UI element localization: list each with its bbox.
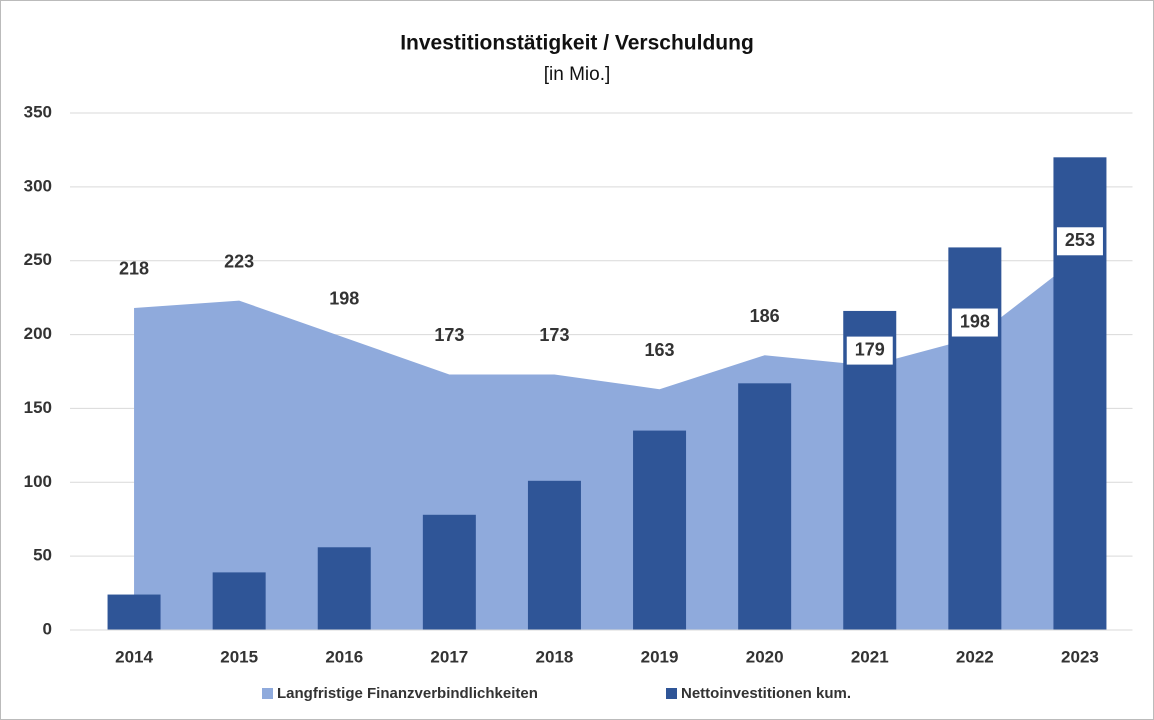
bar: [527, 480, 581, 630]
data-label: 223: [224, 251, 254, 271]
data-label-box: [1056, 227, 1103, 256]
x-tick-label: 2015: [220, 647, 258, 666]
y-tick-label: 100: [24, 472, 52, 491]
y-tick-label: 50: [33, 546, 52, 565]
x-tick-label: 2018: [536, 647, 574, 666]
data-label: 218: [119, 259, 149, 279]
y-tick-label: 350: [24, 102, 52, 121]
legend-label: Langfristige Finanzverbindlichkeiten: [277, 685, 538, 702]
x-tick-label: 2014: [115, 647, 153, 666]
data-label: 163: [645, 340, 675, 360]
legend-label: Nettoinvestitionen kum.: [681, 685, 851, 702]
y-tick-label: 200: [24, 324, 52, 343]
x-tick-label: 2019: [641, 647, 679, 666]
x-tick-label: 2021: [851, 647, 889, 666]
data-label: 198: [960, 311, 990, 331]
legend-swatch: [666, 688, 677, 699]
bar: [738, 383, 792, 630]
y-tick-label: 250: [24, 250, 52, 269]
bar: [422, 514, 476, 630]
bar: [212, 572, 266, 630]
data-label: 173: [434, 325, 464, 345]
chart-subtitle: [in Mio.]: [544, 64, 611, 85]
x-tick-label: 2020: [746, 647, 784, 666]
y-tick-label: 150: [24, 398, 52, 417]
x-tick-label: 2023: [1061, 647, 1099, 666]
x-tick-label: 2022: [956, 647, 994, 666]
x-tick-label: 2016: [325, 647, 363, 666]
x-tick-label: 2017: [430, 647, 468, 666]
bar: [633, 430, 687, 630]
data-label-box: [951, 308, 998, 337]
data-label-box: [846, 336, 893, 365]
data-label: 173: [539, 325, 569, 345]
y-tick-label: 0: [43, 619, 52, 638]
chart-title: Investitionstätigkeit / Verschuldung: [400, 32, 754, 55]
data-label: 186: [750, 306, 780, 326]
data-label: 179: [855, 339, 885, 359]
bar: [107, 594, 161, 630]
data-label: 253: [1065, 230, 1095, 250]
bar: [948, 247, 1002, 631]
y-tick-label: 300: [24, 176, 52, 195]
data-label: 198: [329, 288, 359, 308]
bar: [317, 547, 371, 630]
legend-swatch: [262, 688, 273, 699]
